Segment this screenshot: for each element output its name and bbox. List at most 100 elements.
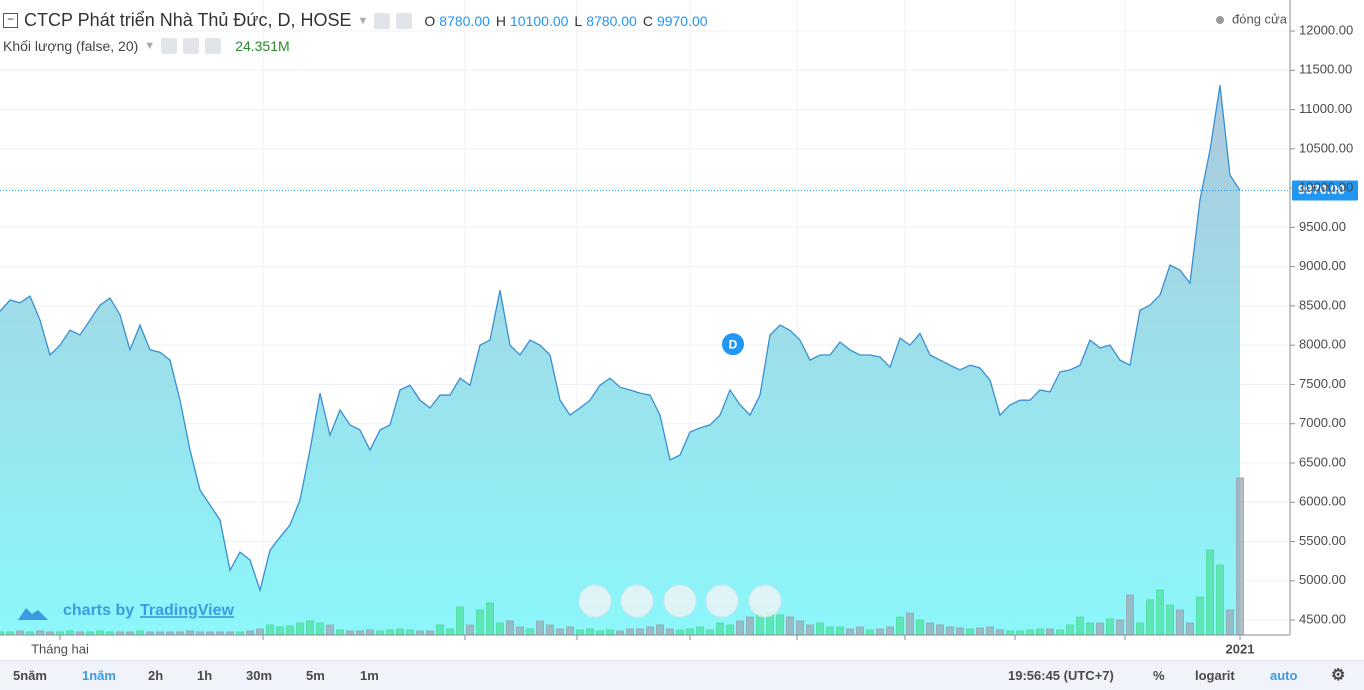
volume-bar <box>1086 622 1094 636</box>
volume-bar <box>946 626 954 636</box>
volume-header: Khối lượng (false, 20) ▼ 24.351M <box>3 38 290 54</box>
legend-label: đóng cửa <box>1232 11 1288 26</box>
ohlc-value: 10100.00 <box>510 13 569 29</box>
volume-bar <box>96 630 104 636</box>
volume-bar <box>1126 594 1134 636</box>
settings-icon[interactable] <box>183 38 200 54</box>
volume-bar <box>1106 618 1114 636</box>
volume-bar <box>546 624 554 636</box>
ohlc-value: 9970.00 <box>656 13 708 29</box>
volume-bar <box>496 622 504 636</box>
volume-bar <box>666 628 674 636</box>
range-button[interactable]: 5năm <box>13 668 47 683</box>
range-button[interactable]: 1năm <box>82 668 116 683</box>
volume-bar <box>326 624 334 636</box>
volume-bar <box>756 614 764 636</box>
volume-bar <box>406 629 414 636</box>
event-marker <box>722 333 744 356</box>
auto-toggle[interactable]: auto <box>1270 668 1298 683</box>
range-button[interactable]: 30m <box>246 668 273 683</box>
volume-bar <box>636 628 644 636</box>
volume-bar <box>436 624 444 636</box>
volume-bar <box>466 624 474 636</box>
eye-icon[interactable] <box>161 38 178 54</box>
volume-bar <box>1136 622 1144 636</box>
volume-bar <box>1216 564 1224 636</box>
volume-bar <box>966 628 974 636</box>
plot <box>0 85 1244 636</box>
volume-bar <box>306 620 314 636</box>
y-tick-label: 8500.00 <box>1299 297 1346 312</box>
volume-bar <box>316 622 324 636</box>
volume-bar <box>686 628 694 636</box>
ohlc-value: 8780.00 <box>439 13 490 29</box>
volume-bar <box>1206 549 1214 636</box>
volume-bar <box>676 629 684 636</box>
header: − CTCP Phát triển Nhà Thủ Đức, D, HOSE ▼… <box>3 10 708 31</box>
volume-bar <box>1116 619 1124 636</box>
volume-bar <box>276 626 284 636</box>
ohlc-label: L <box>574 13 583 29</box>
area-fill <box>0 85 1240 636</box>
volume-bar <box>856 626 864 636</box>
range-button[interactable]: 2h <box>148 668 164 683</box>
volume-bar <box>456 606 464 636</box>
range-button[interactable]: 5m <box>306 668 325 683</box>
volume-bar <box>746 616 754 636</box>
eye-icon[interactable] <box>374 12 391 29</box>
volume-bar <box>366 629 374 636</box>
percent-toggle[interactable]: % <box>1153 668 1165 683</box>
y-tick-label: 5000.00 <box>1299 572 1346 587</box>
volume-bar <box>566 626 574 636</box>
watermark: charts by TradingView <box>18 602 235 620</box>
volume-bar <box>626 628 634 636</box>
settings-gear[interactable]: ⚙ <box>1331 667 1346 684</box>
y-tick-label: 4500.00 <box>1299 612 1346 627</box>
volume-bar <box>376 630 384 636</box>
clock: 19:56:45 (UTC+7) <box>1008 668 1114 683</box>
symbol-title: CTCP Phát triển Nhà Thủ Đức, D, HOSE <box>24 10 352 30</box>
volume-bar <box>556 628 564 636</box>
volume-bar <box>706 629 714 636</box>
volume-bar <box>1166 604 1174 636</box>
volume-bar <box>1056 629 1064 636</box>
settings-icon[interactable] <box>396 12 413 29</box>
watermark-brand[interactable]: TradingView <box>140 602 235 619</box>
y-tick-label: 9500.00 <box>1299 219 1346 234</box>
range-button[interactable]: 1h <box>197 668 213 683</box>
volume-bar <box>716 622 724 636</box>
ohlc: O 8780.00 H 10100.00 L 8780.00 C 9970.00 <box>418 10 707 31</box>
nav-buttons[interactable] <box>578 584 782 618</box>
volume-bar <box>486 602 494 636</box>
volume-bar <box>806 624 814 636</box>
volume-bar <box>816 622 824 636</box>
volume-bar <box>906 612 914 636</box>
price-line <box>0 85 1241 593</box>
watermark-prefix: charts by <box>63 602 134 619</box>
volume-bar <box>286 625 294 636</box>
dropdown[interactable]: ▼ <box>144 40 156 52</box>
y-tick-label: 7500.00 <box>1299 376 1346 391</box>
volume-bar <box>776 614 784 636</box>
volume-bar <box>186 630 194 636</box>
volume-bar <box>506 620 514 636</box>
collapse-toggle[interactable]: − <box>3 13 18 28</box>
volume-bar <box>606 629 614 636</box>
x-tick-label: Tháng hai <box>31 641 89 656</box>
volume-bar <box>616 630 624 636</box>
y-tick-label: 8000.00 <box>1299 337 1346 352</box>
volume-bar <box>536 620 544 636</box>
close-icon[interactable] <box>205 38 222 54</box>
volume-bar <box>1226 609 1234 636</box>
log-toggle[interactable]: logarit <box>1195 668 1235 683</box>
volume-bar <box>336 629 344 636</box>
volume-bar <box>446 628 454 636</box>
volume-bar <box>656 624 664 636</box>
volume-bar <box>986 626 994 636</box>
volume-bar <box>386 629 394 636</box>
axes <box>0 0 1291 640</box>
range-button[interactable]: 1m <box>360 668 379 683</box>
y-tick-label: 10500.00 <box>1299 140 1353 155</box>
legend-dot <box>1216 16 1224 24</box>
dropdown[interactable]: ▼ <box>357 14 369 27</box>
